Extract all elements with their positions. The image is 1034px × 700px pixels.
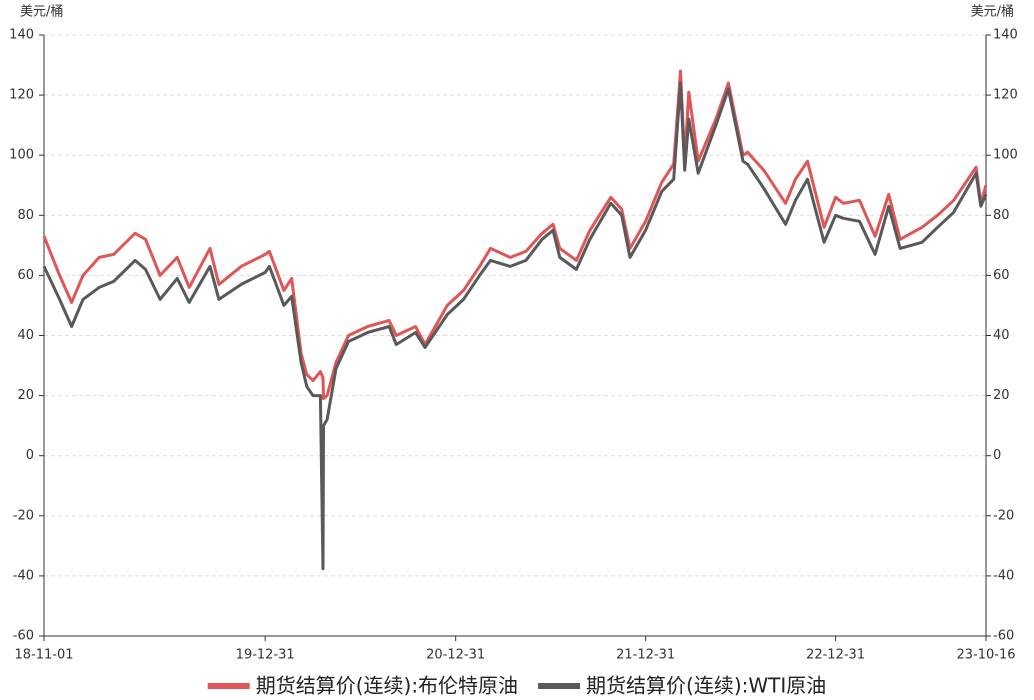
y2-tick-label: 60 (993, 268, 1010, 283)
y-unit: 美元/桶 (20, 5, 63, 20)
y-tick-label: 100 (9, 148, 34, 163)
y2-tick-label: -60 (993, 629, 1014, 644)
legend-label: 期货结算价(连续):布伦特原油 (256, 674, 518, 698)
y-tick-label: 80 (17, 208, 34, 223)
legend: 期货结算价(连续):布伦特原油 期货结算价(连续):WTI原油 (207, 674, 826, 698)
y-tick-label: 140 (9, 28, 34, 43)
y-tick-label: -40 (13, 568, 34, 583)
y-tick-label: 120 (9, 88, 34, 103)
y2-tick-label: 100 (993, 148, 1018, 163)
series-line (42, 81, 988, 571)
x-tick-label: 19-12-31 (236, 648, 295, 663)
y2-unit: 美元/桶 (971, 5, 1014, 20)
y2-tick-label: 40 (993, 328, 1010, 343)
x-tick-label: 23-10-16 (956, 648, 1015, 663)
x-tick-label: 21-12-31 (616, 648, 675, 663)
y2-tick-label: 140 (993, 28, 1018, 43)
y-tick-label: 40 (17, 328, 34, 343)
y-tick-label: -20 (13, 508, 34, 523)
y2-tick-label: 20 (993, 388, 1010, 403)
legend-label: 期货结算价(连续):WTI原油 (586, 674, 826, 698)
y-tick-label: 0 (26, 448, 34, 463)
y2-tick-label: 80 (993, 208, 1010, 223)
y-tick-label: 60 (17, 268, 34, 283)
y2-tick-label: 0 (993, 448, 1001, 463)
y-tick-label: -60 (13, 629, 34, 644)
x-tick-label: 22-12-31 (806, 648, 865, 663)
y2-tick-label: 120 (993, 88, 1018, 103)
x-tick-label: 18-11-01 (14, 648, 73, 663)
series-line (42, 69, 988, 401)
y-tick-label: 20 (17, 388, 34, 403)
y2-tick-label: -20 (993, 508, 1014, 523)
y2-tick-label: -40 (993, 568, 1014, 583)
x-tick-label: 20-12-31 (426, 648, 485, 663)
